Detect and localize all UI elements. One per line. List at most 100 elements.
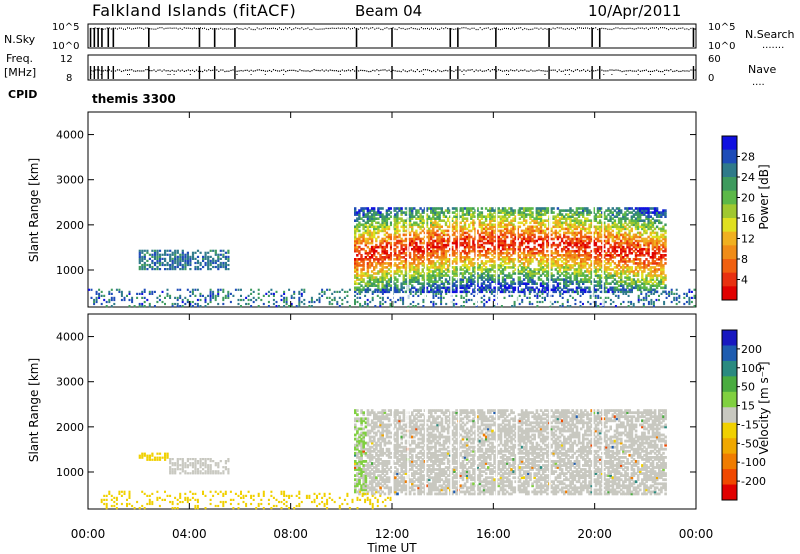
power-cell: [527, 264, 530, 267]
power-cell: [529, 227, 532, 231]
power-cell: [186, 253, 189, 256]
power-cell: [453, 249, 456, 253]
freq-point: [295, 70, 297, 72]
power-cell: [527, 233, 530, 237]
power-cell: [508, 286, 511, 290]
power-cell: [468, 258, 471, 261]
power-cell: [541, 258, 545, 261]
power-cell: [590, 282, 593, 285]
power-cell: [489, 215, 492, 218]
power-cell: [655, 284, 659, 287]
power-cell: [590, 262, 593, 265]
power-cell: [358, 258, 361, 261]
power-cell: [455, 239, 458, 243]
power-cell: [387, 233, 391, 237]
power-cell: [455, 237, 458, 241]
power-cell: [508, 231, 511, 235]
power-cell: [558, 274, 562, 277]
nsky-point: [597, 28, 599, 31]
power-cell: [664, 245, 667, 249]
power-cell: [434, 276, 437, 279]
power-cell: [480, 286, 484, 290]
power-cell: [478, 266, 481, 269]
power-cell: [620, 225, 623, 229]
nsky-point: [635, 28, 637, 30]
power-cell: [647, 235, 650, 239]
freq-point: [147, 69, 149, 71]
power-cell: [385, 270, 389, 273]
power-cell: [539, 256, 543, 259]
power-cell: [370, 235, 374, 239]
power-cell: [417, 217, 420, 220]
power-cell: [592, 211, 595, 214]
power-cell: [476, 258, 479, 261]
power-cell: [202, 259, 205, 262]
power-cell: [425, 215, 429, 218]
power-cell: [514, 258, 517, 261]
power-cell: [594, 266, 598, 269]
power-cell: [415, 245, 418, 249]
power-cell: [590, 211, 593, 214]
power-cell: [512, 227, 515, 231]
power-cell: [489, 276, 492, 279]
power-cell: [421, 282, 424, 285]
nsky-point: [443, 28, 445, 30]
power-cell: [639, 211, 642, 214]
power-cell: [662, 211, 665, 214]
power-cell: [413, 262, 416, 265]
power-cell: [535, 213, 538, 216]
power-cell: [603, 227, 606, 231]
power-cell: [628, 266, 631, 269]
power-cell: [647, 247, 650, 251]
power-cell: [451, 223, 454, 227]
power-cell: [93, 302, 96, 306]
power-cell: [653, 272, 657, 275]
power-cell: [596, 207, 600, 210]
power-cell: [501, 207, 505, 210]
power-cell: [370, 237, 374, 241]
power-cell: [541, 254, 545, 257]
power-cell: [620, 276, 623, 279]
power-cell: [563, 278, 566, 281]
power-cell: [609, 225, 612, 229]
power-cell: [370, 241, 374, 245]
power-cell: [476, 217, 479, 220]
freq-point: [319, 70, 321, 72]
power-cell: [472, 213, 475, 216]
freq-point: [173, 70, 175, 72]
power-cell: [662, 233, 665, 237]
nsky-point: [181, 28, 183, 31]
power-cell: [503, 286, 507, 290]
power-cell: [430, 249, 433, 253]
power-cell: [377, 209, 380, 212]
nsky-point: [114, 27, 116, 29]
nsky-point: [167, 27, 169, 29]
power-cell: [364, 213, 367, 216]
power-cell: [476, 254, 479, 257]
power-cell: [582, 241, 585, 245]
power-cell: [381, 278, 384, 281]
power-cell: [552, 260, 555, 263]
power-cell: [385, 256, 389, 259]
power-cell: [199, 251, 202, 254]
power-cell: [632, 258, 636, 261]
power-cell: [541, 260, 545, 263]
power-cell: [436, 235, 439, 239]
power-cell: [453, 241, 456, 245]
freq-point: [161, 70, 163, 72]
power-cell: [427, 239, 431, 243]
power-cell: [651, 284, 655, 287]
power-cell: [626, 282, 629, 285]
power-cell: [649, 233, 652, 237]
power-cell: [438, 239, 441, 243]
power-cell: [158, 261, 162, 265]
power-cell: [575, 243, 579, 247]
power-cell: [518, 272, 522, 275]
power-cell: [651, 235, 655, 239]
power-cell: [563, 268, 566, 271]
nsky-point: [461, 27, 463, 29]
power-cell: [613, 251, 617, 255]
power-cell: [664, 215, 667, 218]
power-cell: [525, 260, 528, 263]
power-cell: [571, 266, 574, 269]
